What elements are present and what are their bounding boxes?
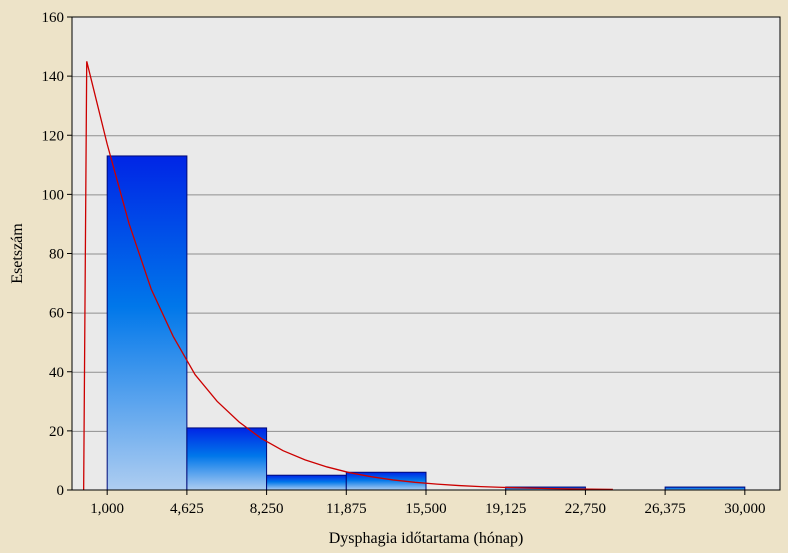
y-tick-label: 80 bbox=[49, 247, 64, 263]
y-axis-ticks: 0 20 40 60 80 100 120 140 160 bbox=[42, 10, 72, 499]
x-tick-label: 19,125 bbox=[485, 501, 526, 517]
y-tick-label: 20 bbox=[49, 424, 64, 440]
bar-2 bbox=[186, 427, 268, 491]
x-tick-label: 8,250 bbox=[250, 501, 284, 517]
x-tick-label: 1,000 bbox=[90, 501, 124, 517]
x-tick-label: 15,500 bbox=[405, 501, 446, 517]
histogram-bars bbox=[106, 155, 746, 491]
y-axis-title: Esetszám bbox=[9, 223, 26, 284]
y-tick-label: 40 bbox=[49, 365, 64, 381]
x-axis-ticks: 1,000 4,625 8,250 11,875 15,500 19,125 22,750 2… bbox=[90, 490, 765, 517]
y-tick-label: 100 bbox=[42, 187, 65, 203]
y-tick-label: 0 bbox=[57, 483, 65, 499]
x-tick-label: 11,875 bbox=[326, 501, 367, 517]
fitted-curve bbox=[83, 61, 613, 491]
y-tick-label: 140 bbox=[42, 69, 65, 85]
y-tick-label: 120 bbox=[42, 128, 65, 144]
histogram-bar bbox=[186, 427, 268, 491]
x-tick-label: 30,000 bbox=[724, 501, 765, 517]
x-tick-label: 26,375 bbox=[644, 501, 685, 517]
x-tick-label: 22,750 bbox=[565, 501, 606, 517]
x-axis-title: Dysphagia időtartama (hónap) bbox=[329, 530, 524, 547]
x-tick-label: 4,625 bbox=[170, 501, 204, 517]
bar-1 bbox=[106, 155, 188, 491]
histogram-bar bbox=[106, 155, 188, 491]
y-tick-label: 60 bbox=[49, 306, 64, 322]
y-tick-label: 160 bbox=[42, 10, 65, 26]
bar-3 bbox=[266, 474, 347, 491]
histogram-bar bbox=[266, 474, 347, 491]
